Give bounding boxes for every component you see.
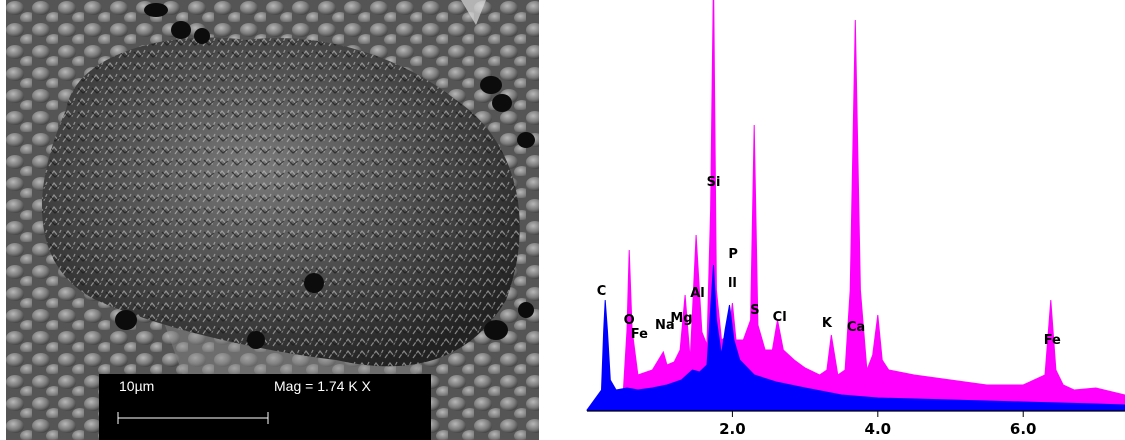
peak-label-o: O: [624, 313, 635, 328]
peak-label-cl: Cl: [773, 310, 787, 325]
peak-label-fe: Fe: [1044, 333, 1061, 348]
peak-label-na: Na: [655, 318, 675, 333]
peak-label-c: C: [597, 284, 607, 299]
peak-label-al: Al: [690, 286, 705, 301]
peak-label-s: S: [750, 303, 759, 318]
x-tick-label: 2.0: [719, 420, 746, 438]
peak-label-ll: ll: [728, 276, 737, 291]
peak-label-si: Si: [707, 175, 721, 190]
spectrum-series: [586, 0, 1125, 411]
peak-label-mg: Mg: [670, 311, 692, 326]
x-axis-ticks: 2.0 4.0 6.0: [719, 411, 1037, 438]
sem-micrograph-panel: 10µm Mag = 1.74 K X: [6, 0, 539, 440]
scale-bar-label: 10µm: [119, 378, 155, 394]
peak-label-k: K: [822, 316, 833, 331]
spectrum-series-1: [586, 0, 1125, 411]
peak-label-p: P: [728, 247, 738, 262]
x-tick-label: 4.0: [865, 420, 892, 438]
x-tick-label: 6.0: [1010, 420, 1037, 438]
magnification-label: Mag = 1.74 K X: [274, 378, 371, 394]
peak-label-fe: Fe: [631, 327, 648, 342]
peak-label-ca: Ca: [847, 320, 865, 335]
spectrum-series-2: [586, 264, 1125, 411]
scale-bar: [117, 412, 269, 424]
sem-info-bar: 10µm Mag = 1.74 K X: [99, 374, 431, 440]
